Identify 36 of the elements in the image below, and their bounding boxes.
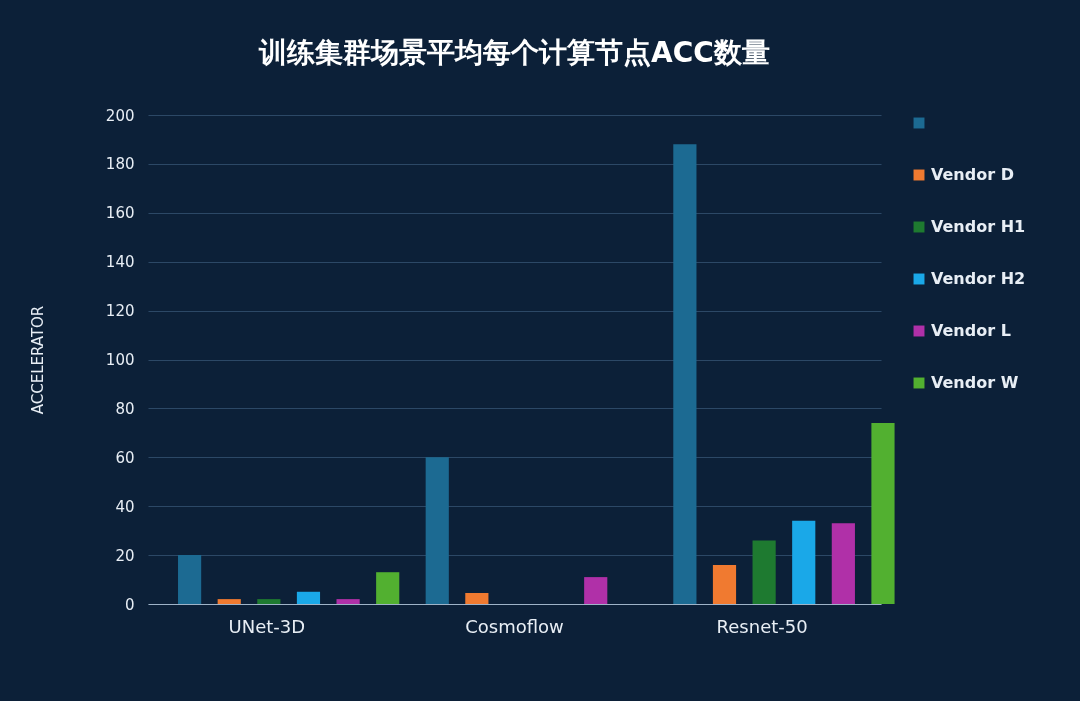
legend-label: Vendor W [931,373,1019,392]
x-tick-label: Cosmoflow [465,615,564,637]
y-tick-label: 160 [105,204,135,223]
bar [465,593,489,604]
bar [673,144,697,604]
bar [871,423,895,604]
y-tick-label: 0 [124,595,135,614]
y-tick-label: 40 [115,497,135,516]
legend-label: Vendor L [931,321,1011,340]
bar [831,523,855,604]
bar [336,599,360,604]
bar [257,599,281,604]
y-tick-label: 20 [115,546,135,565]
bar [425,457,449,604]
bar [376,572,400,604]
bar [584,577,608,604]
legend-label: Vendor H1 [931,217,1026,236]
y-tick-label: 200 [105,106,135,125]
x-tick-label: Resnet-50 [716,615,808,637]
chart-title: 训练集群场景平均每个计算节点ACC数量 [258,36,770,69]
bar [217,599,241,604]
bar [712,564,737,604]
y-tick-label: 60 [115,448,135,467]
bar [752,540,776,604]
bar [296,591,321,604]
legend-label: Vendor D [931,165,1014,184]
bar [178,555,202,604]
bar [792,520,816,604]
legend-label: Vendor H2 [931,269,1026,288]
y-tick-label: 140 [105,253,135,272]
y-tick-label: 80 [115,399,135,418]
y-axis-title: ACCELERATOR [28,305,47,415]
y-tick-label: 120 [105,302,135,321]
y-tick-label: 180 [105,155,135,174]
y-tick-label: 100 [105,351,135,369]
x-tick-label: UNet-3D [228,615,306,637]
